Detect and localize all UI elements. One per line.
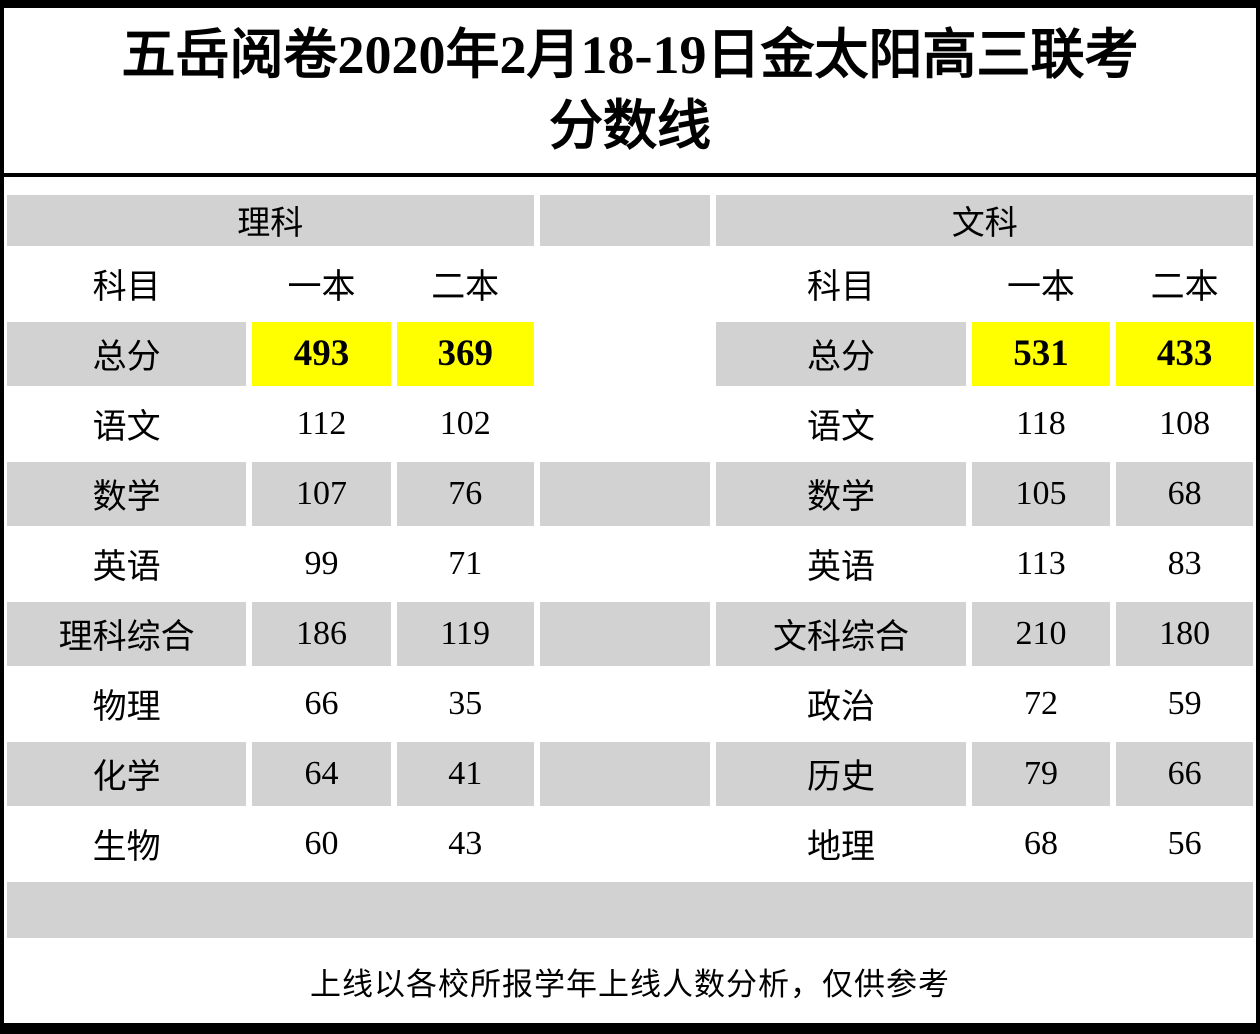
score-table: 理科 文科 科目 一本 二本 科目 一本 二本 总分 493 369 总分 53… <box>4 191 1256 941</box>
score-cell: 72 <box>968 668 1114 739</box>
subject-cell: 历史 <box>713 738 969 809</box>
gap-cell <box>536 738 714 809</box>
score-cell: 66 <box>1113 738 1256 809</box>
subject-cell: 物理 <box>4 668 250 739</box>
score-cell-highlight: 369 <box>393 318 537 389</box>
gap-cell <box>536 318 714 389</box>
title-divider <box>4 172 1256 177</box>
score-cell: 118 <box>968 388 1114 459</box>
column-header-subject: 科目 <box>4 248 250 319</box>
column-header-tier2: 二本 <box>1113 248 1256 319</box>
bottom-band <box>4 878 1256 941</box>
footer-note: 上线以各校所报学年上线人数分析，仅供参考 <box>310 967 950 1003</box>
score-cell: 64 <box>249 738 394 809</box>
table-row: 生物 60 43 地理 68 56 <box>4 808 1256 879</box>
bottom-band-row <box>4 878 1256 941</box>
score-cell: 68 <box>968 808 1114 879</box>
gap-cell <box>536 191 714 249</box>
subject-cell: 语文 <box>4 388 250 459</box>
page-title: 五岳阅卷2020年2月18-19日金太阳高三联考 分数线 <box>4 8 1256 173</box>
score-cell-highlight: 493 <box>249 318 394 389</box>
score-cell: 108 <box>1113 388 1256 459</box>
section-header-row: 理科 文科 <box>4 191 1256 249</box>
table-row: 理科综合 186 119 文科综合 210 180 <box>4 598 1256 669</box>
subject-cell: 总分 <box>713 318 969 389</box>
section-header-arts: 文科 <box>713 191 1256 249</box>
title-line-2: 分数线 <box>549 96 711 157</box>
footer-area: 上线以各校所报学年上线人数分析，仅供参考 <box>4 941 1256 1023</box>
column-header-tier1: 一本 <box>968 248 1114 319</box>
column-header-tier2: 二本 <box>393 248 537 319</box>
subject-cell: 数学 <box>713 458 969 529</box>
score-cell: 186 <box>249 598 394 669</box>
score-cell: 105 <box>968 458 1114 529</box>
score-cell: 35 <box>393 668 537 739</box>
subject-cell: 文科综合 <box>713 598 969 669</box>
score-cell: 41 <box>393 738 537 809</box>
score-cell: 76 <box>393 458 537 529</box>
column-header-row: 科目 一本 二本 科目 一本 二本 <box>4 248 1256 319</box>
score-cell: 59 <box>1113 668 1256 739</box>
score-cell-highlight: 531 <box>968 318 1114 389</box>
score-cell: 107 <box>249 458 394 529</box>
table-row: 物理 66 35 政治 72 59 <box>4 668 1256 739</box>
bottom-bar <box>4 1023 1256 1034</box>
column-header-subject: 科目 <box>713 248 969 319</box>
gap-cell <box>536 668 714 739</box>
title-line-1: 五岳阅卷2020年2月18-19日金太阳高三联考 <box>121 25 1139 85</box>
subject-cell: 语文 <box>713 388 969 459</box>
table-row: 化学 64 41 历史 79 66 <box>4 738 1256 809</box>
section-header-science: 理科 <box>4 191 537 249</box>
score-cell: 113 <box>968 528 1114 599</box>
gap-cell <box>536 458 714 529</box>
subject-cell: 英语 <box>713 528 969 599</box>
score-cell: 99 <box>249 528 394 599</box>
score-cell: 112 <box>249 388 394 459</box>
score-cell: 210 <box>968 598 1114 669</box>
table-row: 语文 112 102 语文 118 108 <box>4 388 1256 459</box>
column-header-tier1: 一本 <box>249 248 394 319</box>
table-row: 数学 107 76 数学 105 68 <box>4 458 1256 529</box>
score-cell: 60 <box>249 808 394 879</box>
subject-cell: 理科综合 <box>4 598 250 669</box>
score-cell: 119 <box>393 598 537 669</box>
score-cell: 102 <box>393 388 537 459</box>
score-cell-highlight: 433 <box>1113 318 1256 389</box>
subject-cell: 化学 <box>4 738 250 809</box>
table-row: 英语 99 71 英语 113 83 <box>4 528 1256 599</box>
table-row-total: 总分 493 369 总分 531 433 <box>4 318 1256 389</box>
gap-cell <box>536 808 714 879</box>
subject-cell: 生物 <box>4 808 250 879</box>
subject-cell: 数学 <box>4 458 250 529</box>
gap-cell <box>536 598 714 669</box>
score-cell: 71 <box>393 528 537 599</box>
score-cell: 68 <box>1113 458 1256 529</box>
subject-cell: 政治 <box>713 668 969 739</box>
subject-cell: 地理 <box>713 808 969 879</box>
subject-cell: 总分 <box>4 318 250 389</box>
score-cell: 83 <box>1113 528 1256 599</box>
score-cell: 79 <box>968 738 1114 809</box>
score-cell: 56 <box>1113 808 1256 879</box>
gap-cell <box>536 248 714 319</box>
score-cell: 180 <box>1113 598 1256 669</box>
score-cell: 43 <box>393 808 537 879</box>
gap-cell <box>536 528 714 599</box>
gap-cell <box>536 388 714 459</box>
score-cell: 66 <box>249 668 394 739</box>
subject-cell: 英语 <box>4 528 250 599</box>
